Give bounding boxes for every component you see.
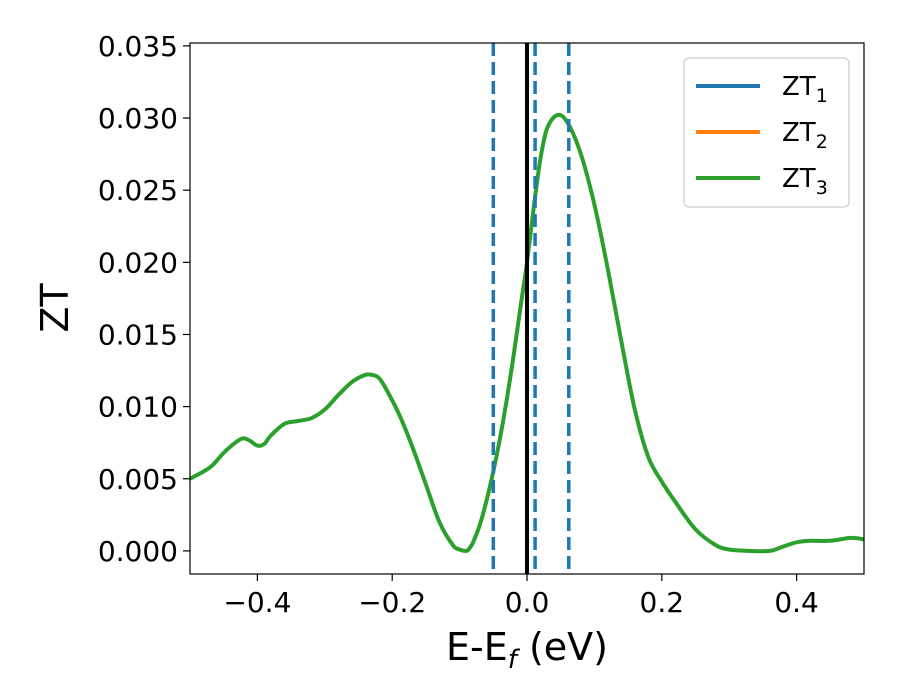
x-axis-label: E-Ef (eV)	[446, 625, 608, 675]
x-tick-label: −0.4	[223, 586, 291, 619]
y-tick-label: 0.000	[98, 535, 178, 568]
y-axis-label: ZT	[33, 283, 77, 333]
series-line-zt3	[190, 112, 864, 554]
y-axis-ticks: 0.000 0.005 0.010 0.015 0.020 0.025 0.030 0.035	[98, 30, 190, 568]
x-axis-label-suffix: (eV)	[517, 625, 608, 669]
y-tick-label: 0.020	[98, 246, 178, 279]
legend-label-zt3: ZT3	[782, 164, 828, 199]
plot-data-layer	[190, 43, 864, 574]
y-tick-label: 0.025	[98, 174, 178, 207]
y-tick-label: 0.005	[98, 463, 178, 496]
legend: ZT1 ZT2 ZT3	[683, 57, 850, 208]
y-tick-label: 0.015	[98, 318, 178, 351]
plot-area	[190, 43, 864, 574]
legend-box	[683, 57, 850, 208]
x-axis-ticks: −0.4 −0.2 0.0 0.2 0.4	[223, 574, 819, 619]
x-tick-label: −0.2	[358, 586, 426, 619]
legend-label-zt2: ZT2	[782, 118, 828, 153]
legend-label-zt1: ZT1	[782, 72, 828, 107]
y-tick-label: 0.035	[98, 30, 178, 63]
x-tick-label: 0.2	[640, 586, 685, 619]
y-tick-label: 0.010	[98, 391, 178, 424]
x-tick-label: 0.4	[774, 586, 819, 619]
y-tick-label: 0.030	[98, 102, 178, 135]
x-tick-label: 0.0	[505, 586, 550, 619]
x-axis-label-main: E-E	[446, 625, 508, 669]
